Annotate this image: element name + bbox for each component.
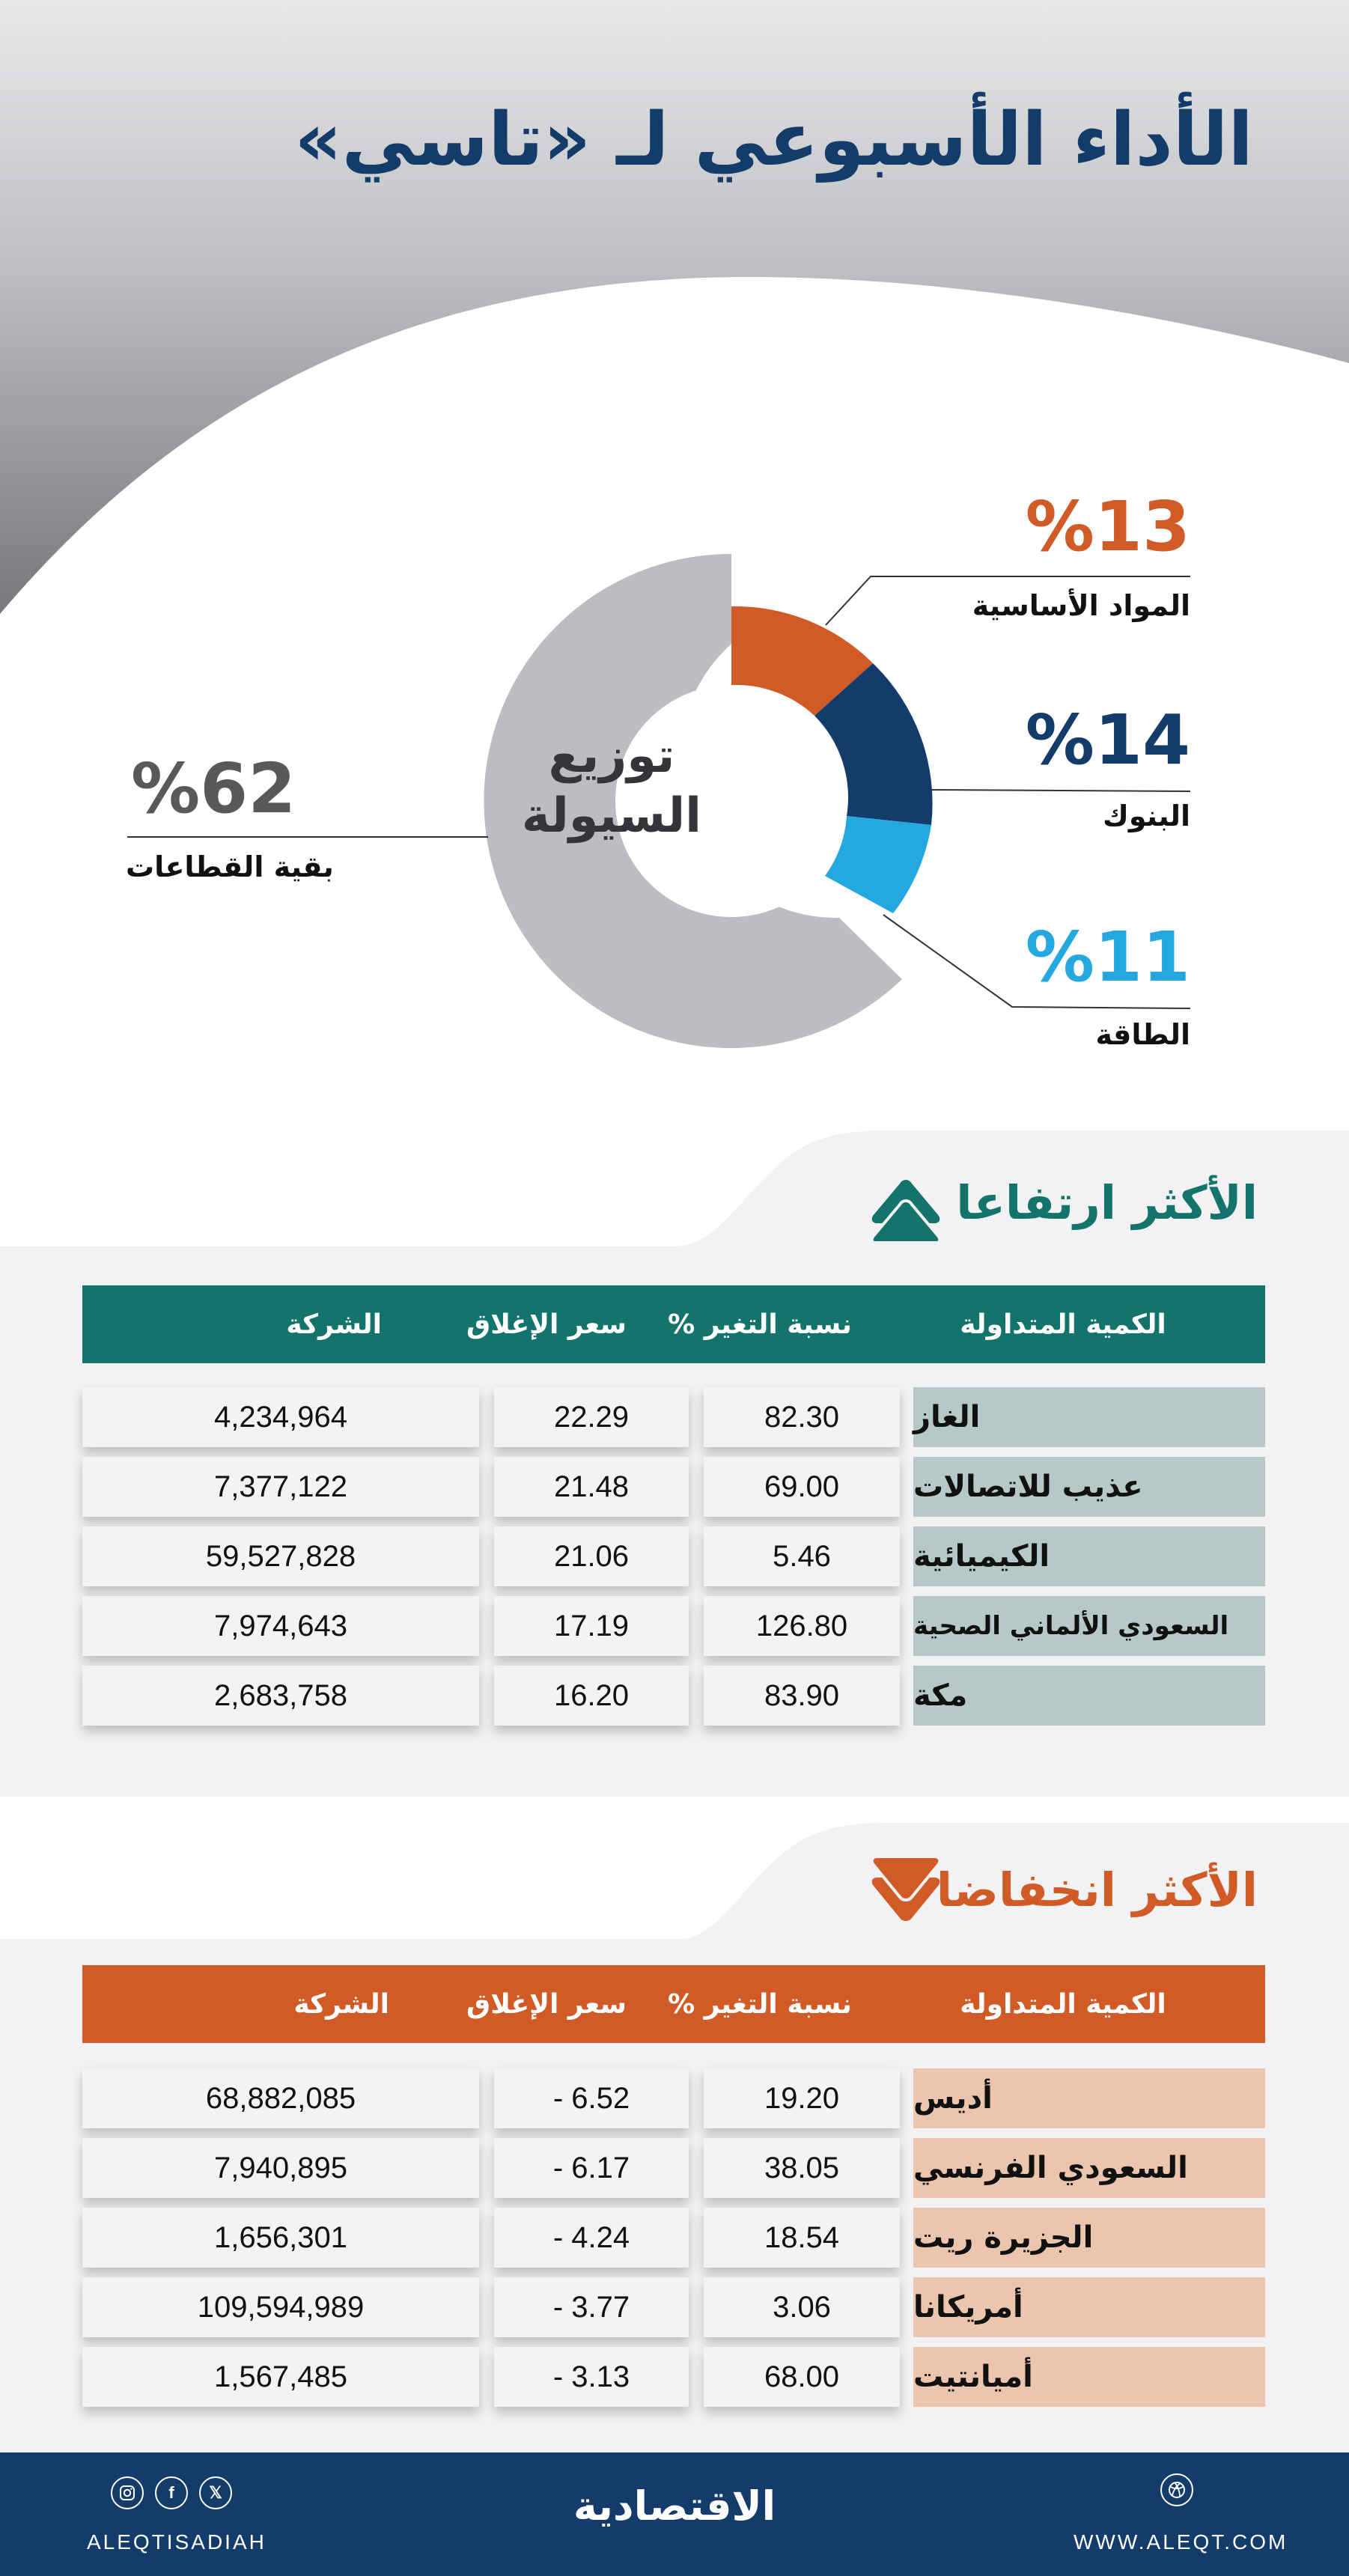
- company-cell: أمريكانا: [913, 2277, 1265, 2337]
- col-close: سعر الإغلاق: [466, 1988, 627, 2020]
- change-cell: 3.13 -: [494, 2347, 689, 2407]
- facebook-icon[interactable]: f: [155, 2476, 188, 2509]
- volume-cell: 68,882,085: [82, 2068, 479, 2128]
- volume-cell: 1,656,301: [82, 2208, 479, 2268]
- page-title: الأداء الأسبوعي لـ «تاسي»: [294, 97, 1254, 183]
- social-handle[interactable]: ALEQTISADIAH: [87, 2530, 267, 2554]
- change-cell: 6.52 -: [494, 2068, 689, 2128]
- banks-label: البنوك: [1103, 800, 1190, 832]
- rest-label: بقية القطاعات: [126, 850, 334, 883]
- volume-cell: 7,974,643: [82, 1596, 479, 1656]
- close-cell: 68.00: [704, 2347, 900, 2407]
- col-change: نسبة التغير %: [668, 1309, 852, 1340]
- volume-cell: 1,567,485: [82, 2347, 479, 2407]
- gainers-tab-shape: [674, 1130, 1349, 1250]
- donut-center-line-1: توزيع: [548, 728, 675, 784]
- company-cell: السعودي الألماني الصحية: [913, 1596, 1265, 1656]
- col-company: الشركة: [286, 1309, 382, 1340]
- volume-cell: 7,940,895: [82, 2138, 479, 2198]
- col-company: الشركة: [293, 1988, 389, 2020]
- losers-row: 68,882,085 6.52 - 19.20 أديس: [82, 2068, 1265, 2128]
- change-cell: 21.06: [494, 1526, 689, 1586]
- change-cell: 6.17 -: [494, 2138, 689, 2198]
- close-cell: 3.06: [704, 2277, 900, 2337]
- volume-cell: 59,527,828: [82, 1526, 479, 1586]
- gainers-row: 2,683,758 16.20 83.90 مكة: [82, 1666, 1265, 1726]
- change-cell: 4.24 -: [494, 2208, 689, 2268]
- losers-title: الأكثر انخفاضا: [936, 1863, 1258, 1917]
- losers-table-header: الشركة سعر الإغلاق نسبة التغير % الكمية …: [82, 1965, 1265, 2043]
- close-cell: 83.90: [704, 1666, 900, 1726]
- gainers-row: 7,974,643 17.19 126.80 السعودي الألماني …: [82, 1596, 1265, 1656]
- segment-basic-materials: [731, 606, 873, 716]
- basic-materials-pct: %13: [1025, 487, 1190, 567]
- gainers-row: 4,234,964 22.29 82.30 الغاز: [82, 1387, 1265, 1447]
- gainers-row: 59,527,828 21.06 5.46 الكيميائية: [82, 1526, 1265, 1586]
- volume-cell: 2,683,758: [82, 1666, 479, 1726]
- col-change: نسبة التغير %: [668, 1988, 852, 2020]
- company-cell: الجزيرة ريت: [913, 2208, 1265, 2268]
- double-up-arrow-icon: [870, 1180, 942, 1244]
- footer: f 𝕏 ALEQTISADIAH الاقتصادية WWW.ALEQT.CO…: [0, 2452, 1349, 2576]
- col-volume: الكمية المتداولة: [960, 1309, 1166, 1340]
- col-volume: الكمية المتداولة: [960, 1988, 1166, 2020]
- company-cell: عذيب للاتصالات: [913, 1457, 1265, 1517]
- energy-pct: %11: [1025, 917, 1190, 997]
- close-cell: 82.30: [704, 1387, 900, 1447]
- losers-tab-shape: [674, 1823, 1349, 1943]
- basic-materials-label: المواد الأساسية: [972, 589, 1190, 622]
- close-cell: 5.46: [704, 1526, 900, 1586]
- banks-pct: %14: [1025, 700, 1190, 780]
- globe-icon[interactable]: [1160, 2473, 1193, 2506]
- donut-center-line-2: السيولة: [521, 788, 702, 844]
- website-link[interactable]: WWW.ALEQT.COM: [1074, 2530, 1288, 2554]
- company-cell: السعودي الفرنسي: [913, 2138, 1265, 2198]
- losers-row: 1,567,485 3.13 - 68.00 أميانتيت: [82, 2347, 1265, 2407]
- header-banner: الأداء الأسبوعي لـ «تاسي»: [0, 0, 1349, 614]
- losers-row: 1,656,301 4.24 - 18.54 الجزيرة ريت: [82, 2208, 1265, 2268]
- liquidity-donut-section: توزيع السيولة %13 المواد الأساسية %14 ال…: [0, 487, 1349, 1108]
- change-cell: 21.48: [494, 1457, 689, 1517]
- company-cell: مكة: [913, 1666, 1265, 1726]
- volume-cell: 4,234,964: [82, 1387, 479, 1447]
- liquidity-donut-chart: [127, 553, 1191, 1048]
- volume-cell: 109,594,989: [82, 2277, 479, 2337]
- segment-rest: [484, 553, 902, 1048]
- close-cell: 126.80: [704, 1596, 900, 1656]
- company-cell: الكيميائية: [913, 1526, 1265, 1586]
- change-cell: 22.29: [494, 1387, 689, 1447]
- close-cell: 38.05: [704, 2138, 900, 2198]
- close-cell: 19.20: [704, 2068, 900, 2128]
- close-cell: 69.00: [704, 1457, 900, 1517]
- company-cell: أديس: [913, 2068, 1265, 2128]
- volume-cell: 7,377,122: [82, 1457, 479, 1517]
- double-down-arrow-icon: [870, 1855, 942, 1921]
- brand-logo: الاقتصادية: [573, 2482, 776, 2530]
- x-icon[interactable]: 𝕏: [199, 2476, 232, 2509]
- gainers-table-header: الشركة سعر الإغلاق نسبة التغير % الكمية …: [82, 1285, 1265, 1363]
- gainers-title: الأكثر ارتفاعا: [956, 1175, 1258, 1230]
- segment-energy: [825, 816, 931, 913]
- rest-pct: %62: [131, 749, 296, 829]
- col-close: سعر الإغلاق: [466, 1309, 627, 1340]
- losers-row: 109,594,989 3.77 - 3.06 أمريكانا: [82, 2277, 1265, 2337]
- header-curve-shape: [0, 277, 1349, 614]
- instagram-icon[interactable]: [111, 2476, 144, 2509]
- close-cell: 18.54: [704, 2208, 900, 2268]
- change-cell: 16.20: [494, 1666, 689, 1726]
- energy-label: الطاقة: [1095, 1018, 1190, 1051]
- change-cell: 17.19: [494, 1596, 689, 1656]
- losers-row: 7,940,895 6.17 - 38.05 السعودي الفرنسي: [82, 2138, 1265, 2198]
- company-cell: أميانتيت: [913, 2347, 1265, 2407]
- segment-banks: [814, 663, 933, 825]
- gainers-row: 7,377,122 21.48 69.00 عذيب للاتصالات: [82, 1457, 1265, 1517]
- company-cell: الغاز: [913, 1387, 1265, 1447]
- donut-center-label: توزيع السيولة: [499, 726, 724, 846]
- change-cell: 3.77 -: [494, 2277, 689, 2337]
